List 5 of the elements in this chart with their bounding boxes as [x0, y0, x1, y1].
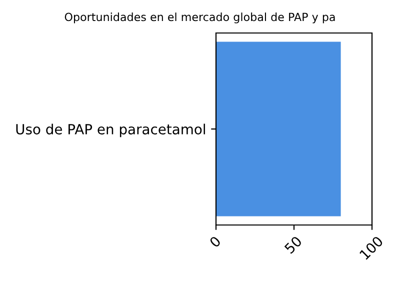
- x-tick-label: 50: [284, 236, 302, 254]
- chart-title: Oportunidades en el mercado global de PAP y pa: [64, 12, 335, 24]
- x-tick-label: 100: [359, 236, 384, 260]
- x-tick-label: 0: [208, 236, 222, 248]
- y-tick-label: Uso de PAP en paracetamol: [16, 124, 205, 138]
